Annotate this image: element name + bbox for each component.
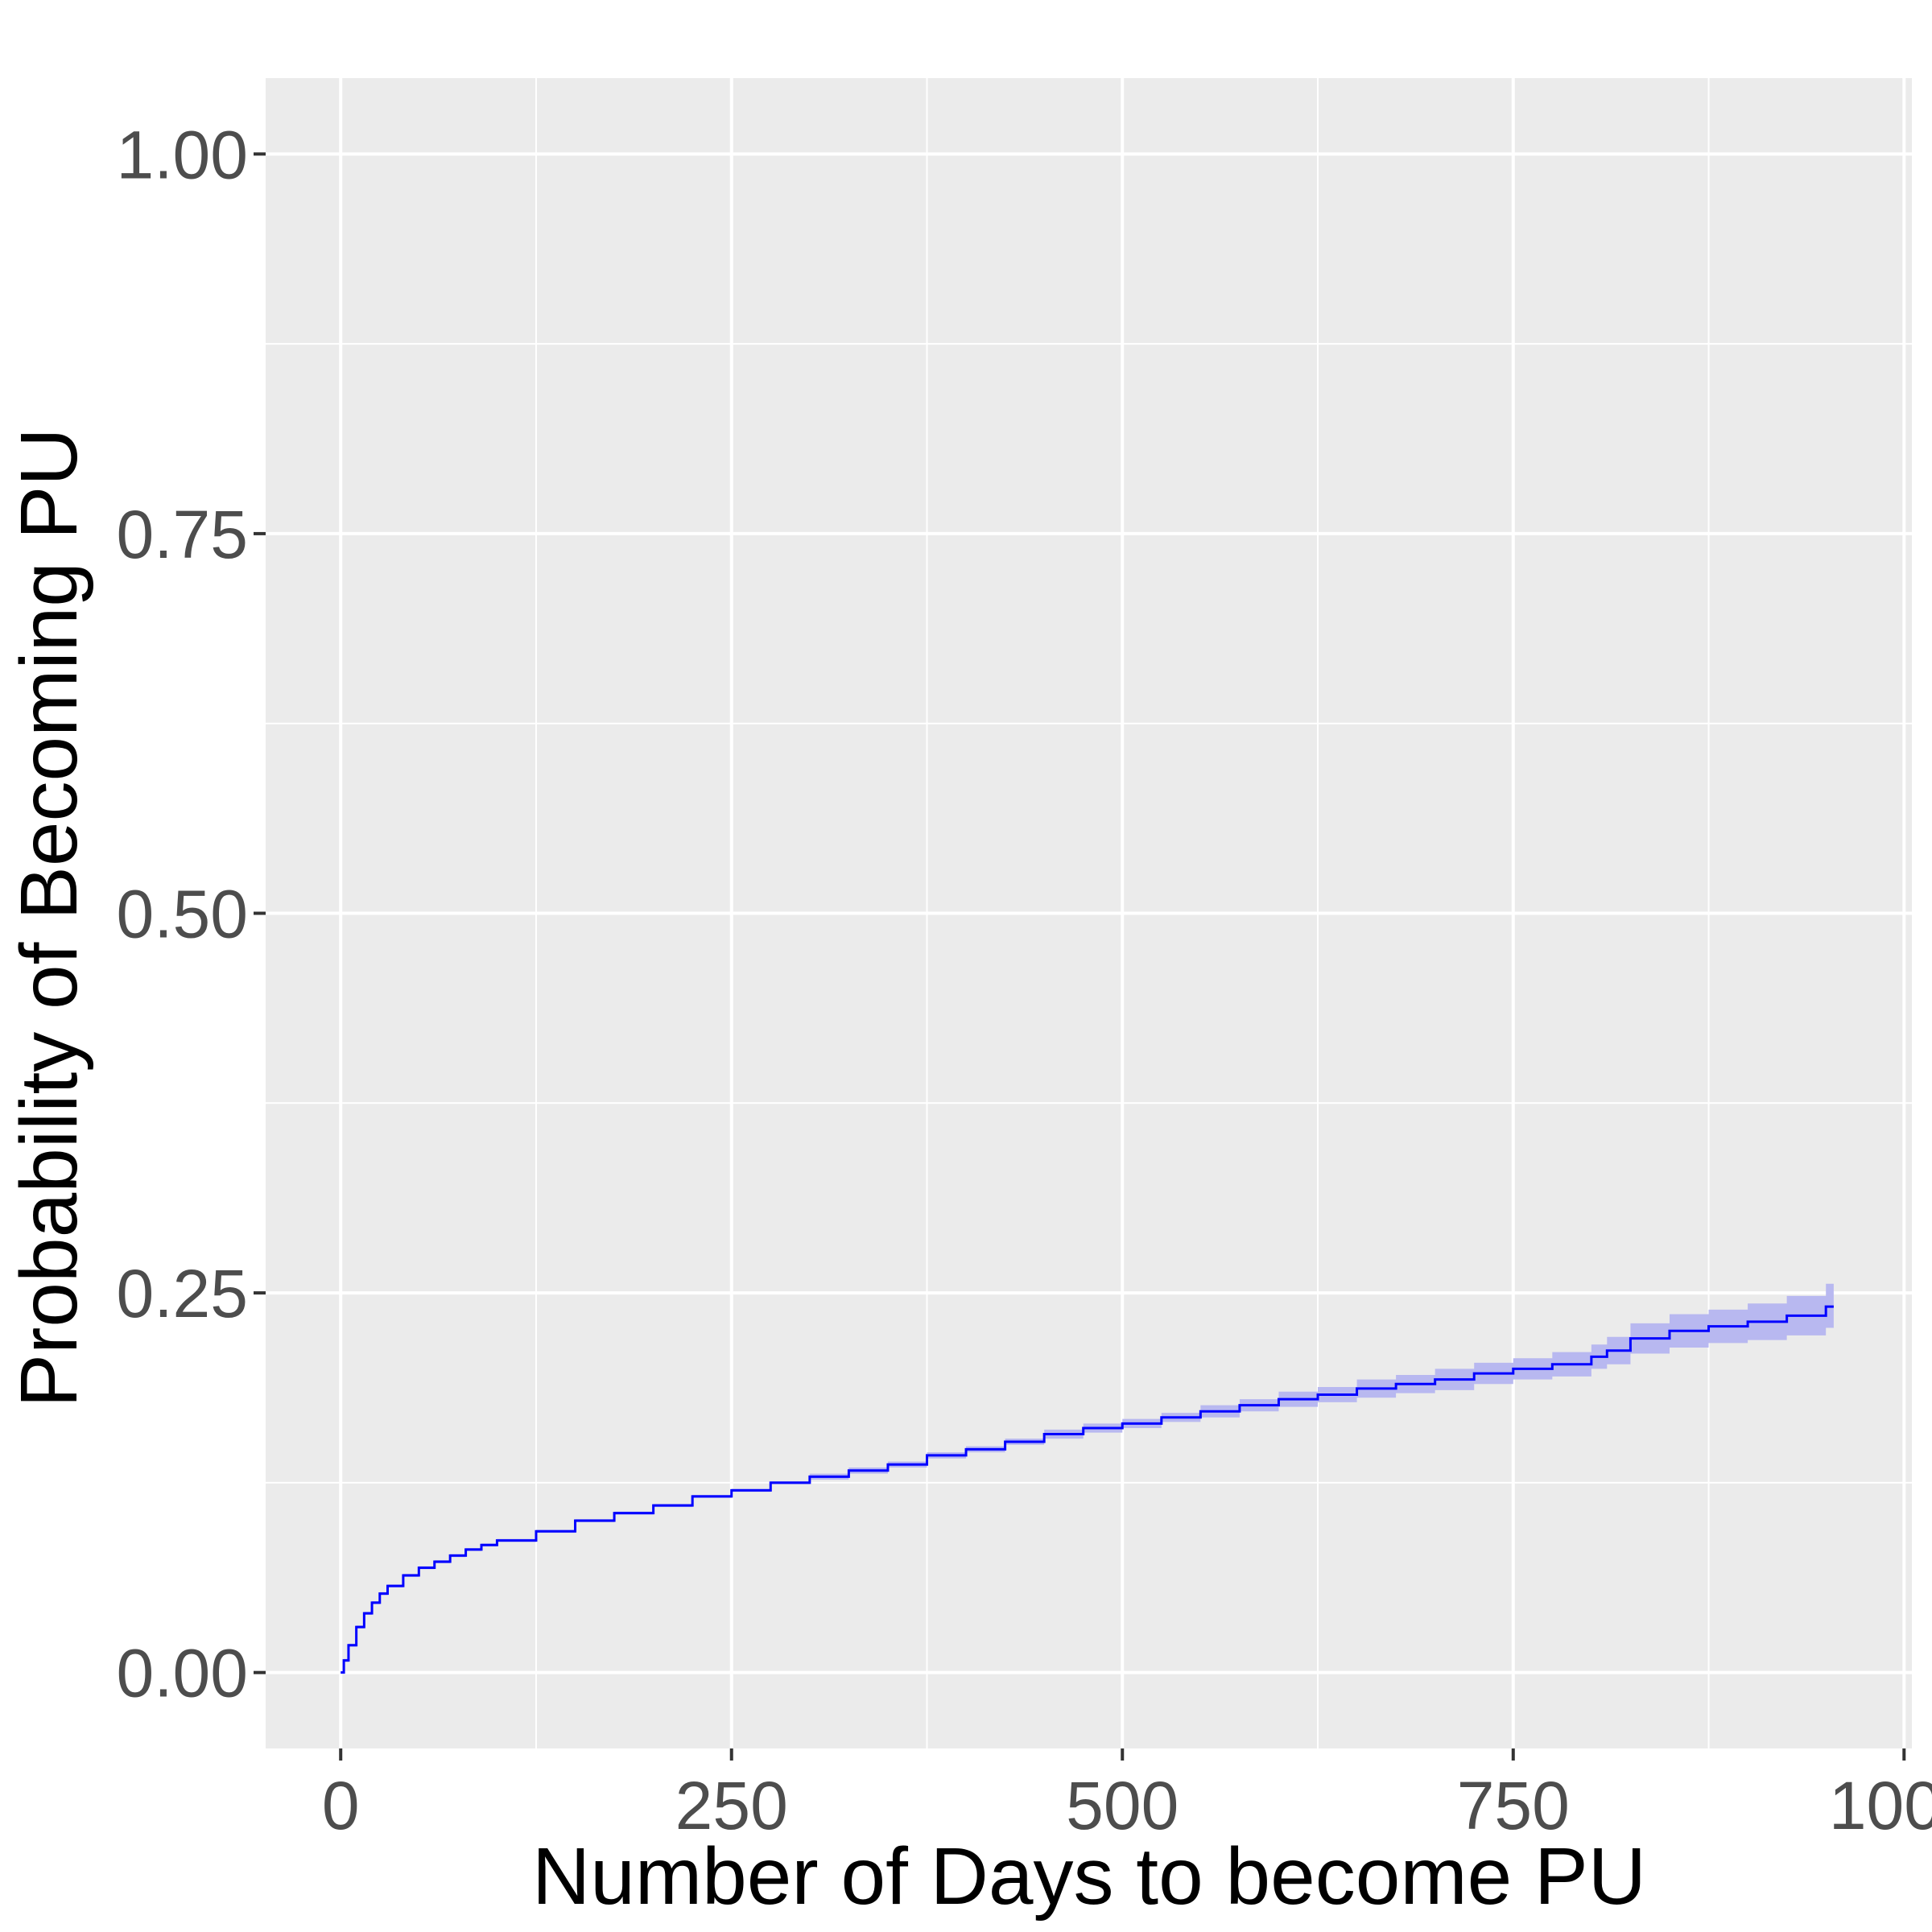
y-tick-label: 0.00 (117, 1636, 249, 1711)
probability-curve (341, 1305, 1834, 1674)
y-tick-label: 1.00 (117, 117, 249, 192)
axis-ticks (254, 152, 1906, 1761)
y-tick-label: 0.50 (117, 877, 249, 952)
x-axis-title: Number of Days to become PU (532, 1831, 1646, 1922)
x-tick-label: 750 (1457, 1768, 1570, 1843)
x-tick-label: 250 (675, 1768, 788, 1843)
confidence-band (341, 1283, 1834, 1673)
x-tick-label: 0 (322, 1768, 360, 1843)
major-gridlines (266, 78, 1912, 1748)
x-tick-label: 500 (1066, 1768, 1179, 1843)
y-tick-label: 0.25 (117, 1256, 249, 1331)
y-axis-title: Probability of Becoming PU (4, 427, 94, 1407)
y-tick-label: 0.75 (117, 497, 249, 572)
